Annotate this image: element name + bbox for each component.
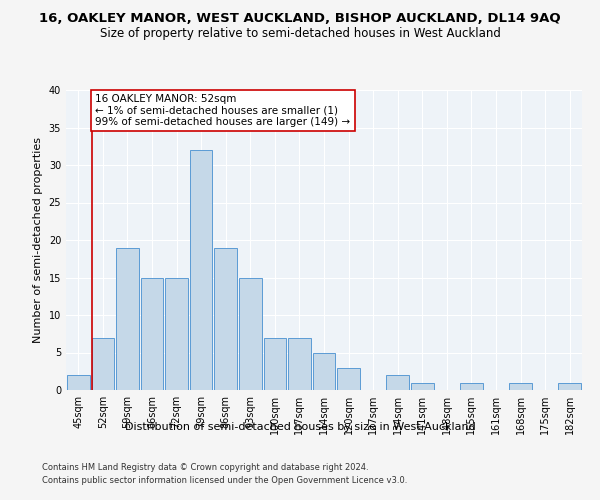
Bar xyxy=(337,368,360,390)
Text: Contains HM Land Registry data © Crown copyright and database right 2024.: Contains HM Land Registry data © Crown c… xyxy=(42,464,368,472)
Text: Contains public sector information licensed under the Open Government Licence v3: Contains public sector information licen… xyxy=(42,476,407,485)
Bar xyxy=(190,150,212,390)
Bar xyxy=(116,248,139,390)
Text: Distribution of semi-detached houses by size in West Auckland: Distribution of semi-detached houses by … xyxy=(125,422,475,432)
Text: Size of property relative to semi-detached houses in West Auckland: Size of property relative to semi-detach… xyxy=(100,28,500,40)
Bar xyxy=(509,382,532,390)
Bar xyxy=(239,278,262,390)
Bar xyxy=(288,338,311,390)
Text: 16 OAKLEY MANOR: 52sqm
← 1% of semi-detached houses are smaller (1)
99% of semi-: 16 OAKLEY MANOR: 52sqm ← 1% of semi-deta… xyxy=(95,94,350,127)
Bar xyxy=(313,352,335,390)
Text: 16, OAKLEY MANOR, WEST AUCKLAND, BISHOP AUCKLAND, DL14 9AQ: 16, OAKLEY MANOR, WEST AUCKLAND, BISHOP … xyxy=(39,12,561,26)
Bar xyxy=(214,248,237,390)
Bar xyxy=(386,375,409,390)
Bar xyxy=(411,382,434,390)
Bar xyxy=(559,382,581,390)
Bar xyxy=(140,278,163,390)
Bar xyxy=(263,338,286,390)
Bar xyxy=(460,382,483,390)
Y-axis label: Number of semi-detached properties: Number of semi-detached properties xyxy=(33,137,43,343)
Bar xyxy=(67,375,89,390)
Bar xyxy=(165,278,188,390)
Bar xyxy=(92,338,114,390)
